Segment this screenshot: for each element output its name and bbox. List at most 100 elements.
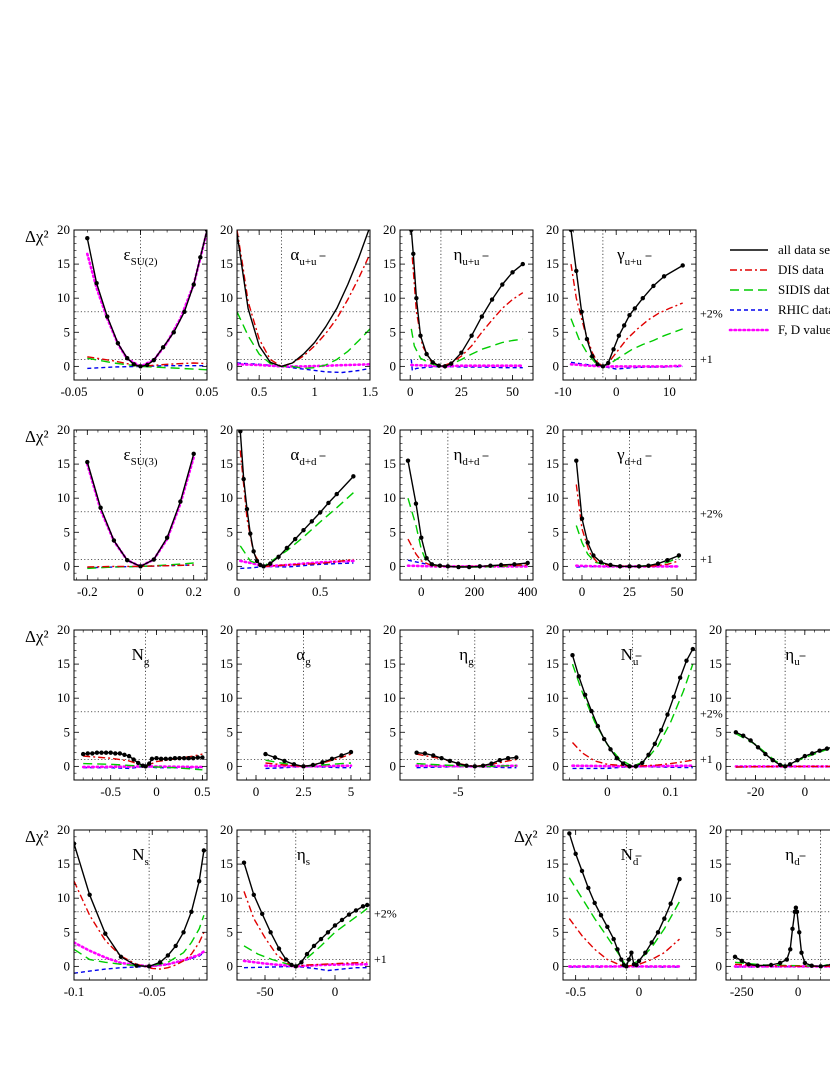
series-all: [734, 907, 830, 968]
data-point: [768, 962, 774, 968]
data-point: [195, 755, 201, 760]
data-point: [763, 751, 768, 757]
data-point: [154, 755, 159, 761]
y-tick-label: 15: [546, 456, 559, 471]
y-tick-label: 15: [709, 856, 722, 871]
y-tick-label: 10: [220, 490, 233, 505]
data-point: [585, 540, 590, 545]
curves: [85, 451, 196, 570]
plot-frame: [725, 629, 830, 781]
data-point: [632, 306, 638, 311]
curves: [409, 230, 525, 372]
data-point: [200, 755, 205, 760]
data-point: [138, 364, 143, 369]
data-point: [665, 558, 670, 563]
x-tick-label: 0: [418, 584, 425, 599]
data-point: [131, 362, 137, 367]
y-tick-label: 20: [57, 422, 70, 437]
data-point: [639, 760, 645, 766]
series-sidis: [237, 311, 370, 370]
y-tick-label: 20: [220, 422, 233, 437]
series-sidis: [239, 492, 354, 568]
data-point: [824, 746, 830, 751]
data-point: [591, 553, 596, 558]
data-point: [643, 950, 648, 955]
data-point: [595, 362, 600, 367]
data-point: [103, 750, 109, 755]
data-point: [589, 708, 594, 714]
y-tick-label: 5: [390, 524, 397, 539]
data-point: [138, 564, 143, 569]
data-point: [318, 936, 324, 942]
data-point: [488, 563, 493, 568]
parameter-label: εSU(3): [123, 445, 157, 468]
curves: [733, 730, 830, 769]
data-point: [633, 764, 639, 769]
data-point: [241, 860, 247, 865]
data-point: [85, 235, 90, 241]
y-tick-label: 0: [553, 558, 560, 573]
x-tick-label: 0: [332, 984, 339, 999]
data-point: [94, 750, 100, 755]
series-all: [407, 460, 528, 568]
parameter-label: ηu+u: [453, 245, 480, 268]
y-tick-label: 10: [383, 490, 396, 505]
y-tick-label: 5: [64, 924, 71, 939]
y-tick-label: 15: [220, 456, 233, 471]
data-point: [651, 283, 656, 289]
y-tick-label: 15: [383, 656, 396, 671]
parameter-label: αd+d: [290, 445, 317, 468]
data-point: [595, 723, 601, 729]
data-point: [590, 353, 595, 359]
y-axis-title: Δχ²: [514, 827, 538, 846]
series-fd: [74, 941, 206, 968]
y-tick-label: 0: [553, 758, 560, 773]
x-tick-label: 0: [407, 384, 414, 399]
y-tick-label: 10: [546, 690, 559, 705]
data-point: [489, 761, 494, 766]
data-point: [512, 562, 517, 567]
data-point: [567, 831, 572, 836]
y-tick-label: 5: [64, 524, 71, 539]
y-tick-label: 10: [57, 890, 70, 905]
curves: [237, 230, 370, 374]
data-point: [741, 733, 746, 738]
data-point: [574, 458, 579, 463]
x-tick-label: -250: [730, 984, 754, 999]
series-fd: [410, 363, 525, 368]
data-point: [339, 917, 345, 923]
data-point: [98, 505, 103, 510]
x-tick-label: 50: [671, 584, 684, 599]
y-tick-label: 5: [716, 924, 723, 939]
y-tick-label: 20: [383, 422, 396, 437]
series-sidis: [734, 961, 830, 968]
data-point: [310, 762, 316, 768]
y-tick-label: 0: [716, 958, 723, 973]
y-tick-label: 20: [546, 622, 559, 637]
y-tick-label: 15: [220, 256, 233, 271]
series-dis: [407, 538, 528, 568]
x-tick-label: -5: [453, 784, 464, 799]
data-point: [576, 674, 582, 679]
data-point: [134, 963, 139, 968]
data-point: [755, 963, 760, 968]
data-point: [790, 926, 795, 932]
data-point: [131, 757, 136, 762]
data-point: [436, 363, 442, 368]
data-point: [600, 364, 606, 369]
data-point: [299, 960, 304, 965]
data-point: [348, 749, 354, 755]
data-point: [304, 951, 310, 957]
ref-label-1: +1: [700, 552, 713, 566]
data-point: [146, 964, 152, 969]
panel-gamma_uubar: 0 5 10 15 20 -10 0 10 γu+u +2% +1: [546, 222, 723, 399]
data-point: [439, 755, 444, 761]
data-point: [510, 270, 515, 275]
series-all: [571, 648, 694, 768]
data-point: [677, 675, 683, 680]
data-point: [500, 282, 505, 287]
series-sidis: [243, 907, 368, 968]
data-point: [586, 885, 591, 891]
curves: [263, 749, 354, 770]
